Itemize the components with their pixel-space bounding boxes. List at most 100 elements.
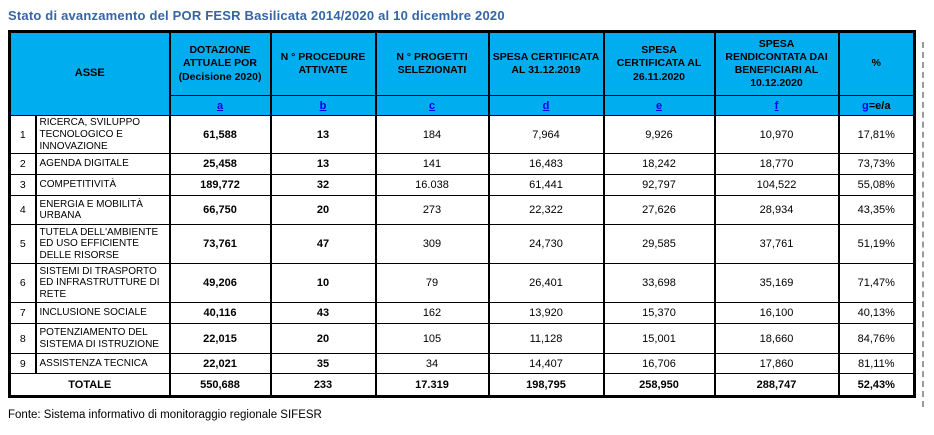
total-percent: 52,43% bbox=[837, 373, 916, 398]
dotazione-value: 66,750 bbox=[168, 195, 272, 226]
percent-value: 17,81% bbox=[837, 114, 916, 155]
page-title: Stato di avanzamento del POR FESR Basili… bbox=[8, 8, 505, 23]
progetti-value: 162 bbox=[374, 302, 490, 325]
asse-number: 8 bbox=[8, 323, 37, 355]
table-row-5: 5 TUTELA DELL'AMBIENTE ED USO EFFICIENTE… bbox=[8, 224, 916, 265]
col-header-progetti: N ° PROGETTI SELEZIONATI bbox=[374, 31, 490, 96]
total-rendicontata: 288,747 bbox=[713, 373, 840, 398]
spesa-2019-value: 14,407 bbox=[487, 353, 605, 375]
asse-name: ENERGIA E MOBILITÀ URBANA bbox=[34, 195, 171, 226]
spesa-2020-value: 27,626 bbox=[602, 195, 716, 226]
total-label: TOTALE bbox=[8, 373, 171, 398]
procedure-value: 32 bbox=[269, 174, 377, 197]
col-header-dotazione: DOTAZIONE ATTUALE POR (Decisione 2020) bbox=[168, 31, 272, 96]
spesa-2020-value: 18,242 bbox=[602, 153, 716, 176]
percent-value: 55,08% bbox=[837, 174, 916, 197]
spesa-2019-value: 22,322 bbox=[487, 195, 605, 226]
total-progetti: 17.319 bbox=[374, 373, 490, 398]
table-row-9: 9 ASSISTENZA TECNICA 22,021 35 34 14,407… bbox=[8, 353, 916, 375]
asse-name: AGENDA DIGITALE bbox=[34, 153, 171, 176]
asse-number: 1 bbox=[8, 114, 37, 155]
rendicontata-value: 10,970 bbox=[713, 114, 840, 155]
spesa-2020-value: 92,797 bbox=[602, 174, 716, 197]
total-spesa-2019: 198,795 bbox=[487, 373, 605, 398]
procedure-value: 13 bbox=[269, 153, 377, 176]
col-header-spesa-2020: SPESA CERTIFICATA AL 26.11.2020 bbox=[602, 31, 716, 96]
spesa-2019-value: 26,401 bbox=[487, 263, 605, 304]
spesa-2019-value: 16,483 bbox=[487, 153, 605, 176]
col-header-rendicontata: SPESA RENDICONTATA DAI BENEFICIARI AL 10… bbox=[713, 31, 840, 96]
dotazione-value: 49,206 bbox=[168, 263, 272, 304]
percent-value: 84,76% bbox=[837, 323, 916, 355]
col-letter-f: f bbox=[713, 95, 840, 116]
progetti-value: 105 bbox=[374, 323, 490, 355]
asse-name: POTENZIAMENTO DEL SISTEMA DI ISTRUZIONE bbox=[34, 323, 171, 355]
asse-number: 2 bbox=[8, 153, 37, 176]
col-letter-d: d bbox=[487, 95, 605, 116]
table-row-4: 4 ENERGIA E MOBILITÀ URBANA 66,750 20 27… bbox=[8, 195, 916, 226]
col-header-procedure: N ° PROCEDURE ATTIVATE bbox=[269, 31, 377, 96]
col-header-asse: ASSE bbox=[8, 31, 171, 116]
dotazione-value: 22,021 bbox=[168, 353, 272, 375]
asse-number: 5 bbox=[8, 224, 37, 265]
percent-value: 51,19% bbox=[837, 224, 916, 265]
spesa-2019-value: 24,730 bbox=[487, 224, 605, 265]
asse-name: RICERCA, SVILUPPO TECNOLOGICO E INNOVAZI… bbox=[34, 114, 171, 155]
rendicontata-value: 28,934 bbox=[713, 195, 840, 226]
progetti-value: 184 bbox=[374, 114, 490, 155]
asse-name: SISTEMI DI TRASPORTO ED INFRASTRUTTURE D… bbox=[34, 263, 171, 304]
dotazione-value: 22,015 bbox=[168, 323, 272, 355]
rendicontata-value: 35,169 bbox=[713, 263, 840, 304]
rendicontata-value: 37,761 bbox=[713, 224, 840, 265]
procedure-value: 10 bbox=[269, 263, 377, 304]
por-fesr-progress-table: ASSE DOTAZIONE ATTUALE POR (Decisione 20… bbox=[8, 30, 916, 399]
table-row-1: 1 RICERCA, SVILUPPO TECNOLOGICO E INNOVA… bbox=[8, 114, 916, 155]
table-row-3: 3 COMPETITIVITÀ 189,772 32 16.038 61,441… bbox=[8, 174, 916, 197]
asse-name: TUTELA DELL'AMBIENTE ED USO EFFICIENTE D… bbox=[34, 224, 171, 265]
dotazione-value: 25,458 bbox=[168, 153, 272, 176]
spesa-2020-value: 9,926 bbox=[602, 114, 716, 155]
spesa-2020-value: 16,706 bbox=[602, 353, 716, 375]
procedure-value: 13 bbox=[269, 114, 377, 155]
total-row: TOTALE 550,688 233 17.319 198,795 258,95… bbox=[8, 373, 916, 398]
table-row-8: 8 POTENZIAMENTO DEL SISTEMA DI ISTRUZION… bbox=[8, 323, 916, 355]
asse-number: 3 bbox=[8, 174, 37, 197]
dotazione-value: 40,116 bbox=[168, 302, 272, 325]
asse-name: ASSISTENZA TECNICA bbox=[34, 353, 171, 375]
procedure-value: 35 bbox=[269, 353, 377, 375]
table-shadow bbox=[922, 42, 924, 407]
procedure-value: 20 bbox=[269, 195, 377, 226]
col-letter-e: e bbox=[602, 95, 716, 116]
progetti-value: 79 bbox=[374, 263, 490, 304]
dotazione-value: 61,588 bbox=[168, 114, 272, 155]
asse-name: INCLUSIONE SOCIALE bbox=[34, 302, 171, 325]
asse-number: 6 bbox=[8, 263, 37, 304]
asse-name: COMPETITIVITÀ bbox=[34, 174, 171, 197]
progetti-value: 34 bbox=[374, 353, 490, 375]
spesa-2019-value: 13,920 bbox=[487, 302, 605, 325]
rendicontata-value: 17,860 bbox=[713, 353, 840, 375]
asse-number: 4 bbox=[8, 195, 37, 226]
asse-number: 7 bbox=[8, 302, 37, 325]
spesa-2020-value: 15,370 bbox=[602, 302, 716, 325]
col-letter-b: b bbox=[269, 95, 377, 116]
source-note: Fonte: Sistema informativo di monitoragg… bbox=[8, 409, 322, 421]
spesa-2019-value: 11,128 bbox=[487, 323, 605, 355]
col-header-spesa-2019: SPESA CERTIFICATA AL 31.12.2019 bbox=[487, 31, 605, 96]
rendicontata-value: 18,770 bbox=[713, 153, 840, 176]
percent-value: 73,73% bbox=[837, 153, 916, 176]
dotazione-value: 73,761 bbox=[168, 224, 272, 265]
spesa-2019-value: 7,964 bbox=[487, 114, 605, 155]
procedure-value: 20 bbox=[269, 323, 377, 355]
formula-rest: =e/a bbox=[868, 99, 891, 112]
spesa-2020-value: 15,001 bbox=[602, 323, 716, 355]
total-dotazione: 550,688 bbox=[168, 373, 272, 398]
spesa-2019-value: 61,441 bbox=[487, 174, 605, 197]
percent-value: 81,11% bbox=[837, 353, 916, 375]
col-letter-a: a bbox=[168, 95, 272, 116]
total-procedure: 233 bbox=[269, 373, 377, 398]
progetti-value: 309 bbox=[374, 224, 490, 265]
table-row-7: 7 INCLUSIONE SOCIALE 40,116 43 162 13,92… bbox=[8, 302, 916, 325]
total-spesa-2020: 258,950 bbox=[602, 373, 716, 398]
procedure-value: 43 bbox=[269, 302, 377, 325]
